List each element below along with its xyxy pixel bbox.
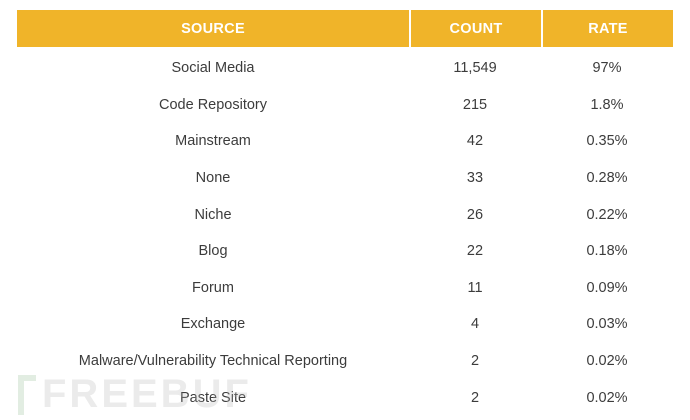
table-body: Social Media 11,549 97% Code Repository … [17,50,673,416]
cell-source: Niche [194,206,232,223]
table-row: Malware/Vulnerability Technical Reportin… [17,343,673,380]
header-rate: RATE [541,10,673,47]
cell-rate: 0.22% [586,206,628,223]
cell-count: 22 [466,243,484,260]
cell-source: None [195,170,231,187]
table-row: Mainstream 42 0.35% [17,123,673,160]
header-count: COUNT [409,10,541,47]
cell-rate: 0.18% [586,243,628,260]
cell-rate: 0.28% [586,170,628,187]
cell-count: 26 [466,206,484,223]
cell-source: Malware/Vulnerability Technical Reportin… [78,353,348,370]
table-row: Exchange 4 0.03% [17,306,673,343]
table-row: None 33 0.28% [17,160,673,197]
cell-source: Blog [198,243,228,260]
cell-rate: 1.8% [590,96,624,113]
cell-count: 33 [466,170,484,187]
cell-source: Forum [192,279,234,296]
cell-rate: 0.02% [586,389,628,406]
table-row: Social Media 11,549 97% [17,50,673,87]
cell-source: Mainstream [175,133,251,150]
cell-rate: 0.35% [586,133,628,150]
table-row: Code Repository 215 1.8% [17,87,673,124]
table-row: Niche 26 0.22% [17,196,673,233]
cell-count: 215 [462,96,488,113]
table-row: Forum 11 0.09% [17,270,673,307]
cell-rate: 97% [592,60,622,77]
cell-source: Code Repository [159,96,267,113]
table-row: Blog 22 0.18% [17,233,673,270]
cell-rate: 0.09% [586,279,628,296]
cell-count: 42 [466,133,484,150]
cell-source: Social Media [171,60,255,77]
cell-count: 11,549 [453,60,497,77]
cell-source: Exchange [180,316,246,333]
source-count-table: SOURCE COUNT RATE Social Media 11,549 97… [17,10,673,416]
table-row: Paste Site 2 0.02% [17,379,673,416]
cell-count: 2 [470,353,480,370]
header-source: SOURCE [17,10,409,47]
cell-count: 2 [470,389,480,406]
cell-count: 4 [470,316,480,333]
cell-rate: 0.03% [586,316,628,333]
cell-count: 11 [467,279,483,296]
cell-rate: 0.02% [586,353,628,370]
cell-source: Paste Site [179,389,247,406]
table-header-row: SOURCE COUNT RATE [17,10,673,47]
